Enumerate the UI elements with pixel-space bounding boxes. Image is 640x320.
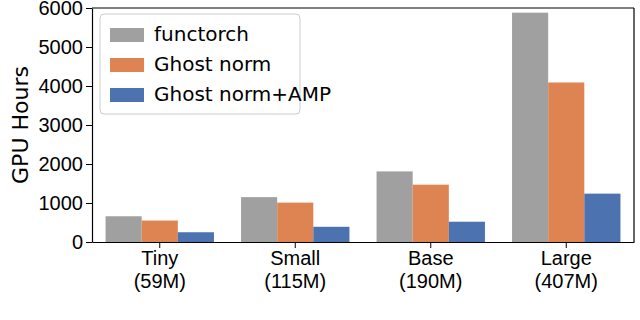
- y-tick-label: 2000: [39, 153, 84, 175]
- legend-label: Ghost norm+AMP: [154, 82, 331, 106]
- y-tick-mark: [86, 8, 92, 9]
- bar: [142, 221, 178, 242]
- legend-label: Ghost norm: [154, 52, 271, 76]
- y-tick-mark: [86, 203, 92, 204]
- y-tick-label: 1000: [39, 192, 84, 214]
- y-axis-line: [92, 9, 93, 243]
- bar: [178, 232, 214, 242]
- plot: 0 1000 2000 3000 4000 5000 6000 Tiny(59M) Small(…: [39, 0, 635, 292]
- legend-swatch: [110, 58, 144, 72]
- legend-item: functorch: [110, 22, 249, 46]
- x-axis-line: [93, 242, 635, 243]
- y-tick: 6000: [39, 0, 93, 19]
- frame: [633, 8, 634, 242]
- y-tick: 3000: [39, 114, 93, 136]
- legend-item: Ghost norm: [110, 52, 271, 76]
- legend-swatch: [110, 88, 144, 102]
- x-tick: Tiny(59M): [134, 242, 186, 292]
- y-tick: 5000: [39, 36, 93, 58]
- bar: [313, 227, 349, 242]
- y-tick-mark: [86, 125, 92, 126]
- y-axis-title: GPU Hours: [8, 66, 33, 184]
- bar: [449, 222, 485, 242]
- legend-label: functorch: [154, 22, 249, 46]
- legend-item: Ghost norm+AMP: [110, 82, 331, 106]
- x-tick: Base(190M): [399, 242, 462, 292]
- y-tick-label: 5000: [39, 36, 84, 58]
- bar: [548, 82, 584, 242]
- x-tick: Large(407M): [535, 242, 598, 292]
- chart: 0 1000 2000 3000 4000 5000 6000 Tiny(59M) Small(…: [0, 0, 640, 320]
- y-tick-label: 6000: [39, 0, 84, 19]
- bar: [241, 197, 277, 242]
- bar: [106, 216, 142, 242]
- frame: [92, 7, 634, 8]
- y-tick: 0: [72, 231, 92, 253]
- legend: functorch Ghost norm Ghost norm+AMP: [100, 14, 331, 114]
- bar: [584, 194, 620, 242]
- x-tick-label: Tiny(59M): [134, 247, 186, 292]
- y-tick: 4000: [39, 75, 93, 97]
- bar: [413, 185, 449, 242]
- y-axis: 0 1000 2000 3000 4000 5000 6000: [39, 0, 93, 253]
- y-tick-label: 3000: [39, 114, 84, 136]
- x-tick: Small(115M): [264, 242, 326, 292]
- legend-swatch: [110, 28, 144, 42]
- y-tick-mark: [86, 242, 92, 243]
- bar: [377, 171, 413, 242]
- y-tick-label: 4000: [39, 75, 84, 97]
- x-tick-label: Small(115M): [264, 247, 326, 292]
- y-tick-mark: [86, 47, 92, 48]
- y-tick-mark: [86, 86, 92, 87]
- y-tick: 1000: [39, 192, 93, 214]
- y-tick-mark: [86, 164, 92, 165]
- x-axis: Tiny(59M) Small(115M) Base(190M) Large(407M…: [93, 242, 635, 292]
- x-tick-label: Large(407M): [535, 247, 598, 292]
- x-tick-label: Base(190M): [399, 247, 462, 292]
- bar: [512, 13, 548, 242]
- y-tick-label: 0: [72, 231, 83, 253]
- y-tick: 2000: [39, 153, 93, 175]
- bar: [277, 203, 313, 242]
